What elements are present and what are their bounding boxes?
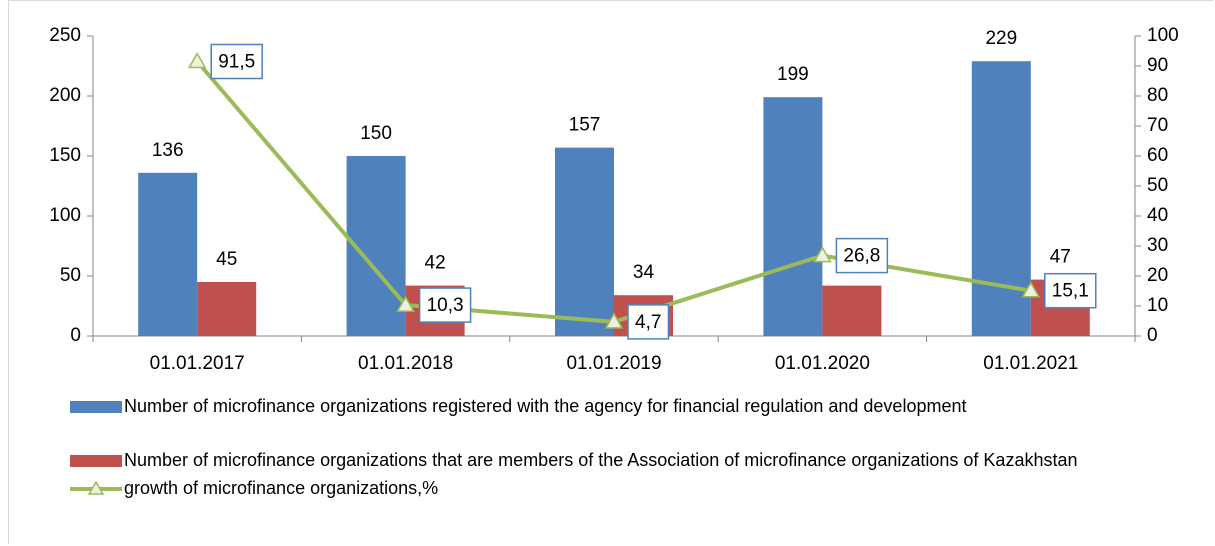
y2-tick-label: 80 bbox=[1147, 85, 1168, 106]
data-label: 10,3 bbox=[427, 295, 464, 316]
marker bbox=[187, 51, 207, 69]
marker bbox=[604, 312, 624, 329]
y2-tick-label: 90 bbox=[1147, 55, 1168, 76]
y2-tick-label: 40 bbox=[1147, 205, 1168, 226]
bar bbox=[138, 172, 198, 336]
legend-entry: growth of microfinance organizations,% bbox=[68, 477, 1194, 499]
data-label: 150 bbox=[360, 123, 392, 144]
legend-label: growth of microfinance organizations,% bbox=[124, 478, 439, 498]
legend-rect bbox=[70, 401, 122, 413]
y2-tick-label: 100 bbox=[1147, 25, 1179, 46]
bar bbox=[197, 282, 257, 336]
data-label-box: 15,1 bbox=[1044, 272, 1097, 309]
data-label: 34 bbox=[633, 262, 655, 283]
label-box bbox=[627, 304, 670, 340]
data-label: 45 bbox=[216, 249, 237, 270]
label-box bbox=[418, 287, 472, 323]
data-label: 42 bbox=[425, 253, 446, 274]
marker bbox=[813, 246, 832, 263]
legend-label: Number of microfinance organizations tha… bbox=[124, 450, 1078, 470]
y-tick-label: 100 bbox=[49, 205, 81, 226]
y-tick-label: 50 bbox=[60, 265, 81, 286]
x-tick-label: 01.01.2021 bbox=[983, 353, 1078, 374]
data-label: 4,7 bbox=[635, 312, 661, 333]
data-label-box: 10,3 bbox=[418, 287, 472, 323]
legend-label: Number of microfinance organizations reg… bbox=[124, 396, 967, 416]
data-label: 157 bbox=[569, 115, 601, 136]
y2-tick-label: 30 bbox=[1147, 235, 1168, 256]
data-label: 136 bbox=[152, 140, 184, 161]
y-tick-label: 250 bbox=[49, 25, 81, 46]
label-box bbox=[210, 43, 263, 80]
x-tick-label: 01.01.2018 bbox=[358, 353, 453, 374]
y2-tick-label: 60 bbox=[1147, 145, 1168, 166]
label-box bbox=[835, 237, 889, 274]
data-label: 229 bbox=[985, 28, 1017, 49]
bar bbox=[763, 97, 823, 336]
chart-frame bbox=[8, 0, 1213, 544]
y-tick-label: 200 bbox=[49, 85, 81, 106]
data-label-box: 4,7 bbox=[627, 304, 670, 340]
data-label: 199 bbox=[777, 64, 809, 85]
bar bbox=[971, 61, 1031, 336]
data-label: 15,1 bbox=[1052, 281, 1089, 302]
y2-tick-label: 20 bbox=[1147, 265, 1168, 286]
marker bbox=[1021, 281, 1041, 298]
label-box bbox=[1044, 272, 1097, 309]
x-tick-label: 01.01.2020 bbox=[775, 353, 870, 374]
data-label: 26,8 bbox=[843, 246, 880, 267]
marker bbox=[396, 295, 415, 312]
x-tick-label: 01.01.2017 bbox=[150, 353, 245, 374]
y2-tick-label: 0 bbox=[1147, 325, 1158, 346]
legend-entry: Number of microfinance organizations tha… bbox=[68, 449, 1194, 471]
legend-swatch bbox=[70, 401, 122, 413]
bar bbox=[555, 147, 614, 336]
legend-swatch bbox=[70, 481, 122, 495]
legend-rect bbox=[70, 455, 122, 467]
y2-tick-label: 50 bbox=[1147, 175, 1168, 196]
chart: 0 50 100 150 200 250 0 10 20 30 40 50 60 70 80 90 100 01.… bbox=[49, 25, 1179, 374]
data-label-box: 26,8 bbox=[835, 237, 889, 274]
data-label: 91,5 bbox=[218, 52, 255, 73]
y-tick-label: 0 bbox=[70, 325, 81, 346]
legend-swatch bbox=[70, 455, 122, 467]
y-tick-label: 150 bbox=[49, 145, 81, 166]
y2-tick-label: 70 bbox=[1147, 115, 1168, 136]
legend-entry: Number of microfinance organizations reg… bbox=[68, 395, 1194, 417]
y2-tick-label: 10 bbox=[1147, 295, 1168, 316]
x-tick-label: 01.01.2019 bbox=[566, 353, 661, 374]
legend-marker bbox=[87, 481, 105, 495]
bar bbox=[822, 285, 882, 336]
data-label: 47 bbox=[1050, 247, 1071, 268]
data-label-box: 91,5 bbox=[210, 43, 263, 80]
